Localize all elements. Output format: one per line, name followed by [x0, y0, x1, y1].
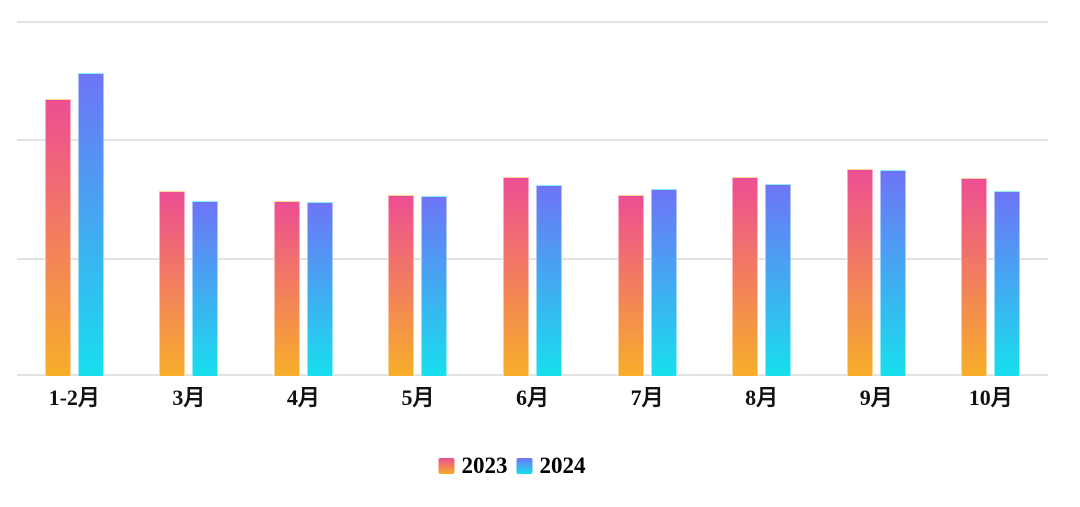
bar-group-10月 — [934, 21, 1049, 376]
legend-label-2024: 2024 — [539, 453, 586, 478]
bar-group-1-2月 — [17, 21, 132, 376]
legend-swatch-2024-gradient — [516, 458, 533, 474]
bar-groups — [17, 21, 1048, 376]
x-axis-label-4月: 4月 — [286, 385, 320, 410]
bar-group-9月 — [819, 21, 934, 376]
bar-group-5月 — [361, 21, 476, 376]
bar-2024-7月[interactable] — [650, 189, 677, 376]
legend-label-2023: 2023 — [461, 453, 508, 478]
bar-2023-3月[interactable] — [159, 191, 186, 376]
bar-2023-9月[interactable] — [846, 168, 873, 376]
bar-2023-7月[interactable] — [617, 194, 644, 376]
legend-swatch-2023-gradient — [438, 458, 455, 474]
gridline — [17, 21, 1048, 23]
bar-2024-4月[interactable] — [306, 202, 333, 376]
plot-area — [17, 21, 1048, 376]
bar-group-7月 — [590, 21, 705, 376]
bar-group-3月 — [132, 21, 247, 376]
x-axis-label-10月: 10月 — [968, 385, 1013, 410]
gridline — [17, 257, 1048, 260]
legend: 2023 2024 — [438, 452, 586, 480]
x-axis-label-8月: 8月 — [745, 385, 779, 410]
legend-item-2023[interactable]: 2023 — [438, 452, 508, 480]
bar-2023-10月[interactable] — [961, 178, 988, 376]
bar-2024-5月[interactable] — [421, 196, 448, 376]
bar-2024-3月[interactable] — [192, 200, 219, 376]
bar-2024-6月[interactable] — [536, 185, 563, 376]
x-axis-label-7月: 7月 — [630, 385, 664, 410]
bar-2023-4月[interactable] — [273, 200, 300, 376]
x-axis-label-6月: 6月 — [516, 385, 550, 410]
bar-2023-8月[interactable] — [732, 177, 759, 376]
legend-item-2024[interactable]: 2024 — [516, 452, 586, 480]
x-axis-label-5月: 5月 — [401, 385, 435, 410]
x-axis-label-9月: 9月 — [859, 385, 893, 410]
bar-group-4月 — [246, 21, 361, 376]
bar-group-6月 — [475, 21, 590, 376]
gridline — [17, 374, 1048, 376]
x-axis-label-3月: 3月 — [172, 385, 206, 410]
bar-2023-5月[interactable] — [388, 194, 415, 376]
bar-2024-8月[interactable] — [765, 184, 792, 376]
x-axis-label-1-2月: 1-2月 — [48, 385, 100, 410]
bar-2023-1-2月[interactable] — [44, 99, 71, 376]
gridline — [17, 139, 1048, 142]
bar-2024-1-2月[interactable] — [77, 73, 104, 376]
bar-2023-6月[interactable] — [503, 177, 530, 376]
bar-2024-10月[interactable] — [994, 191, 1021, 376]
bar-2024-9月[interactable] — [879, 170, 906, 376]
x-axis-labels: 1-2月 3月 4月 5月 6月 7月 8月 9月 10月 — [17, 384, 1048, 412]
bar-group-8月 — [704, 21, 819, 376]
